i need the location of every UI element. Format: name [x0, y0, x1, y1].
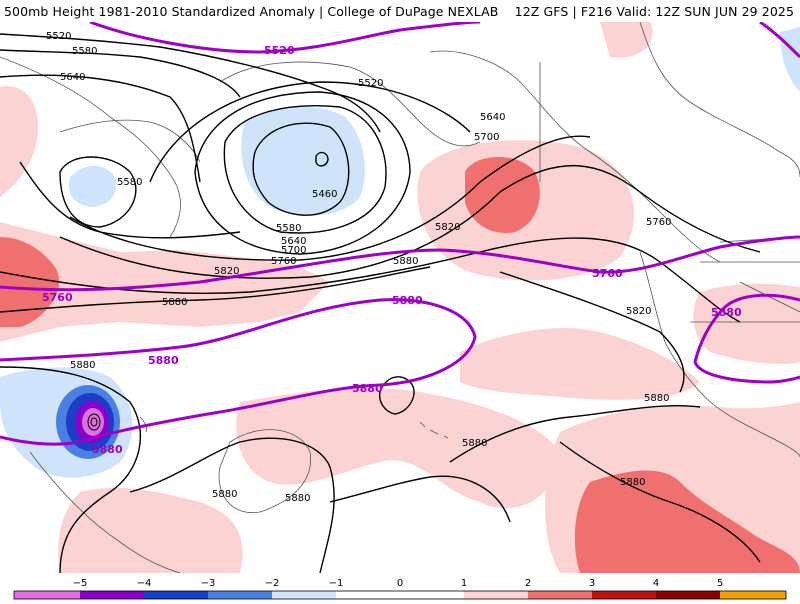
strong-positive-anomaly-areas	[0, 157, 800, 573]
contour-label: 5580	[276, 223, 301, 234]
legend-tick-label: 1	[461, 578, 467, 589]
legend-swatch	[464, 591, 528, 599]
contour-label: 5520	[46, 31, 71, 42]
contour-label: 5880	[393, 256, 418, 267]
reference-label: 5880	[92, 443, 123, 456]
legend-tick-label: −4	[137, 578, 152, 589]
legend-tick-label: 5	[717, 578, 723, 589]
legend-tick-labels: −5 −4 −3 −2 −1 0 1 2 3 4 5	[73, 578, 724, 589]
legend-swatch	[336, 591, 400, 599]
contour-label: 5880	[162, 297, 187, 308]
contour-label: 5760	[271, 256, 296, 267]
map-header: 500mb Height 1981-2010 Standardized Anom…	[0, 0, 800, 22]
legend-swatch	[272, 591, 336, 599]
legend-swatch	[208, 591, 272, 599]
contour-label: 5880	[212, 489, 237, 500]
legend-tick-label: 0	[397, 578, 403, 589]
contour-label: 5580	[72, 46, 97, 57]
legend-swatch	[592, 591, 656, 599]
legend-tick-label: −3	[201, 578, 216, 589]
contour-label: 5520	[358, 78, 383, 89]
reference-contour-labels: 5520 5760 5880 5880 5880 5760 5880 5880	[42, 44, 742, 456]
map-canvas: 5520 5580 5640 5520 5640 5700 5580 5460 …	[0, 22, 800, 573]
legend-outline	[13, 590, 787, 600]
legend-swatch	[720, 591, 786, 599]
positive-anomaly-areas	[0, 22, 800, 573]
contour-label: 5820	[214, 266, 239, 277]
contour-label: 5880	[285, 493, 310, 504]
legend-swatch	[144, 591, 208, 599]
legend-tick-label: 3	[589, 578, 595, 589]
anomaly-map: 5520 5580 5640 5520 5640 5700 5580 5460 …	[0, 22, 800, 573]
contour-label: 5880	[70, 360, 95, 371]
contour-labels: 5520 5580 5640 5520 5640 5700 5580 5460 …	[46, 31, 671, 504]
contour-label: 5640	[60, 72, 85, 83]
legend-swatch	[656, 591, 720, 599]
legend-tick-label: −1	[329, 578, 344, 589]
contour-label: 5880	[644, 393, 669, 404]
reference-label: 5760	[42, 291, 73, 304]
anomaly-legend: −5 −4 −3 −2 −1 0 1 2 3 4 5	[0, 573, 800, 600]
contour-label: 5640	[480, 112, 505, 123]
height-contours	[0, 33, 761, 573]
reference-label: 5880	[392, 294, 423, 307]
contour-label: 5580	[117, 177, 142, 188]
contour-label: 5700	[281, 245, 306, 256]
legend-swatch	[14, 591, 80, 599]
contour-label: 5880	[620, 477, 645, 488]
reference-label: 5880	[148, 354, 179, 367]
reference-label: 5880	[711, 306, 742, 319]
product-title: 500mb Height 1981-2010 Standardized Anom…	[4, 4, 499, 19]
reference-label: 5880	[352, 382, 383, 395]
reference-contours	[0, 22, 800, 446]
contour-label: 5460	[312, 189, 337, 200]
reference-label: 5760	[592, 267, 623, 280]
legend-swatches	[13, 590, 787, 600]
legend-swatch	[400, 591, 464, 599]
contour-label: 5820	[435, 222, 460, 233]
cyclone-anomaly-core	[56, 385, 120, 459]
contour-label: 5760	[646, 217, 671, 228]
model-run-info: 12Z GFS | F216 Valid: 12Z SUN JUN 29 202…	[514, 4, 794, 19]
legend-swatch	[80, 591, 144, 599]
legend-tick-label: −5	[73, 578, 88, 589]
legend-tick-label: −2	[265, 578, 280, 589]
legend-colorbar: −5 −4 −3 −2 −1 0 1 2 3 4 5	[13, 578, 787, 600]
legend-tick-label: 2	[525, 578, 531, 589]
contour-label: 5820	[626, 306, 651, 317]
contour-label: 5880	[462, 438, 487, 449]
reference-label: 5520	[264, 44, 295, 57]
coastlines	[0, 22, 800, 573]
legend-tick-label: 4	[653, 578, 659, 589]
contour-label: 5640	[281, 236, 306, 247]
legend-swatch	[528, 591, 592, 599]
contour-label: 5700	[474, 132, 499, 143]
